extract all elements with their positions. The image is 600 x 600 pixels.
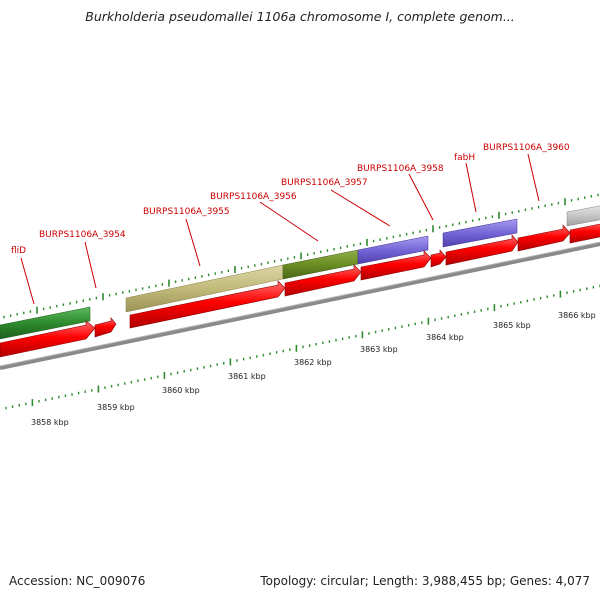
scale-label-3862: 3862 kbp	[294, 358, 332, 367]
scale-label-3864: 3864 kbp	[426, 333, 464, 342]
scale-label-3858: 3858 kbp	[31, 418, 69, 427]
outer-tick-row	[3, 193, 599, 319]
scale-labels: 3858 kbp 3859 kbp 3860 kbp 3861 kbp 3862…	[31, 311, 596, 427]
feature-burps1106a-3961	[566, 205, 600, 227]
cds-arrow-burps1106a-3960	[517, 224, 571, 252]
feature-flid	[0, 306, 91, 340]
gene-label-burps1106a-3958: BURPS1106A_3958	[357, 164, 444, 174]
leader-3958	[408, 173, 434, 221]
scale-label-3861: 3861 kbp	[228, 372, 266, 381]
gene-label-burps1106a-3955: BURPS1106A_3955	[143, 207, 230, 217]
cds-arrow-burps1106a-3961	[569, 223, 600, 244]
scale-label-3866: 3866 kbp	[558, 311, 596, 320]
scale-label-3860: 3860 kbp	[162, 386, 200, 395]
backbone-line	[0, 241, 600, 370]
leader-3955	[185, 218, 201, 267]
scale-label-3859: 3859 kbp	[97, 403, 135, 412]
gene-label-burps1106a-3957: BURPS1106A_3957	[281, 178, 368, 188]
genome-stats-text: Topology: circular; Length: 3,988,455 bp…	[260, 574, 590, 588]
leader-3954	[84, 241, 97, 289]
scale-label-3865: 3865 kbp	[493, 321, 531, 330]
map-title: Burkholderia pseudomallei 1106a chromoso…	[85, 9, 515, 24]
cds-arrow-track	[0, 223, 600, 358]
leader-3956	[259, 201, 319, 242]
gene-label-fabh: fabH	[454, 153, 475, 163]
cds-arrow-burps1106a-3958	[430, 249, 447, 268]
accession-text: Accession: NC_009076	[9, 574, 146, 588]
gene-label-flid: fliD	[11, 246, 26, 256]
feature-fabh	[442, 218, 518, 248]
gene-feature-track	[0, 205, 600, 340]
leader-3957	[330, 189, 391, 227]
inner-tick-row	[5, 284, 600, 410]
gene-label-burps1106a-3960: BURPS1106A_3960	[483, 143, 570, 153]
gene-label-burps1106a-3956: BURPS1106A_3956	[210, 192, 297, 202]
cds-arrow-burps1106a-3954	[94, 317, 117, 338]
feature-burps1106a-3957	[357, 235, 429, 265]
leader-fabh	[465, 162, 477, 213]
label-leaders	[20, 153, 540, 305]
gene-labels: fliD BURPS1106A_3954 BURPS1106A_3955 BUR…	[11, 143, 570, 256]
leader-flid	[20, 257, 35, 305]
gene-label-burps1106a-3954: BURPS1106A_3954	[39, 230, 126, 240]
scale-label-3863: 3863 kbp	[360, 345, 398, 354]
leader-3960	[527, 153, 540, 202]
